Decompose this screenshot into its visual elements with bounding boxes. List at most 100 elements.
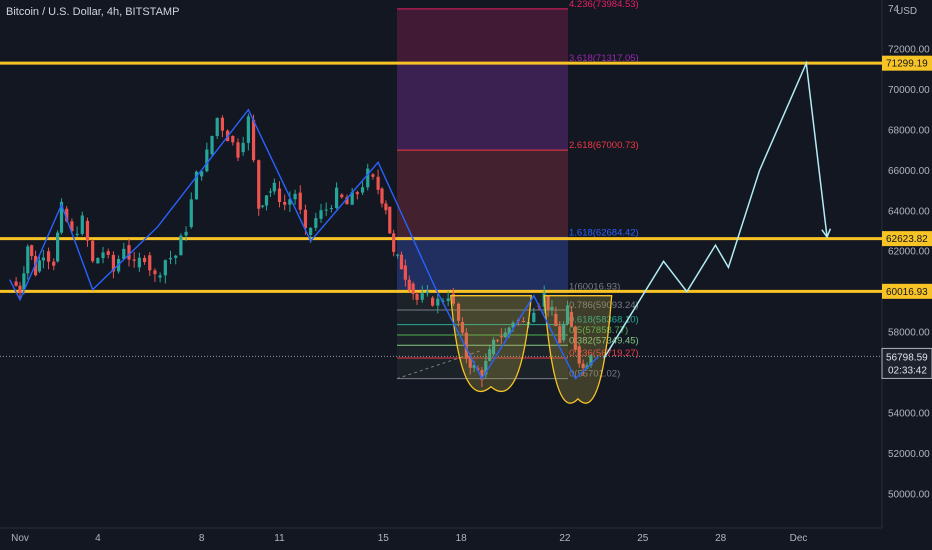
candle-body [85,220,90,241]
candle-body [137,257,141,268]
candle-body [101,252,105,258]
candle-body [215,117,219,137]
candle-body [236,142,240,158]
price-tick-label: 58000.00 [888,328,930,339]
level-price-box [882,55,932,71]
candle-body [407,279,411,291]
candle-body [399,254,404,270]
fib-level-label: 1.618(62684.42) [569,227,639,238]
candle-body [70,221,74,232]
candle-body [436,298,440,306]
candle-body [241,142,245,153]
candle-body [127,245,131,260]
countdown-text: 02:33:42 [888,365,927,376]
price-axis: 50000.0052000.0054000.0056000.0058000.00… [881,4,932,500]
candle-body [106,251,110,255]
candle-body [246,116,250,143]
candle-body [589,355,593,366]
candle-body [388,206,392,234]
candle-body [46,251,51,262]
candle-body [268,191,273,193]
candle-body [314,218,318,228]
candle-body [96,257,100,264]
price-tick-label: 64000.00 [888,206,930,217]
candle-body [403,265,407,280]
candle-body [573,326,577,350]
candle-body [329,208,333,210]
candle-body [411,283,415,294]
candle-body [345,197,349,205]
candle-body [521,321,526,323]
candle-body [334,187,339,209]
candle-body [319,210,323,219]
candle-body [153,270,157,275]
candle-body [210,136,214,155]
candle-body [581,363,585,369]
candle-body [80,215,84,234]
candle-body [507,327,511,335]
candle-body [14,281,18,286]
cup-shape [450,295,532,393]
price-tick-label: 52000.00 [888,449,930,460]
price-tick-label: 74 [888,4,900,15]
candle-body [303,209,308,229]
candle-body [476,368,480,370]
candle-body [472,365,476,368]
candle-body [350,192,354,205]
candle-body [499,336,503,338]
candle-body [491,339,496,355]
candle-body [132,259,136,261]
candle-body [288,199,292,205]
last-price-label: 56798.59 02:33:42 [881,347,932,379]
candle-body [200,171,204,177]
price-tick-label: 62000.00 [888,247,930,258]
fib-level-label: 3.618(71317.05) [569,53,639,64]
cup-shape [543,295,613,404]
candle-body [460,322,465,333]
candle-body [26,246,30,274]
projection-arrowhead [821,228,832,239]
candle-body [468,356,472,368]
price-tick-label: 50000.00 [888,489,930,500]
time-tick-label: 18 [456,533,468,544]
candle-body [75,233,79,236]
candle-body [257,160,261,209]
candle-body [464,332,468,359]
candle-body [380,188,384,204]
candle-body [264,195,269,206]
fib-band [397,150,568,238]
level-price-text: 71299.19 [886,59,928,70]
fib-level-label: 2.618(67000.73) [569,140,639,151]
zigzag-line [8,108,600,381]
fib-level-label: 1(60016.93) [569,281,620,292]
candle-body [142,257,147,263]
candles [14,113,593,388]
candle-body [558,326,562,343]
candle-body [30,245,34,257]
candle-body [495,339,500,341]
candle-body [550,306,554,310]
candle-body [220,117,225,131]
level-price-text: 60016.93 [886,287,928,298]
candle-body [231,135,235,143]
fib-band [397,8,568,63]
currency-label: USD [896,6,918,17]
price-tick-label: 70000.00 [888,85,930,96]
candle-body [194,171,199,200]
candle-body [18,285,22,294]
candle-body [546,295,550,310]
candle-body [446,298,450,301]
candle-body [261,205,265,207]
candle-body [456,303,461,321]
candle-body [565,305,570,325]
candle-body [272,182,276,192]
candle-body [277,188,282,202]
candle-body [168,257,173,260]
fib-level-label: 0.382(57349.45) [569,335,639,346]
candle-body [163,260,167,276]
candle-body [59,201,64,233]
candle-body [158,275,162,278]
candle-body [360,187,365,193]
candle-body [52,261,56,266]
